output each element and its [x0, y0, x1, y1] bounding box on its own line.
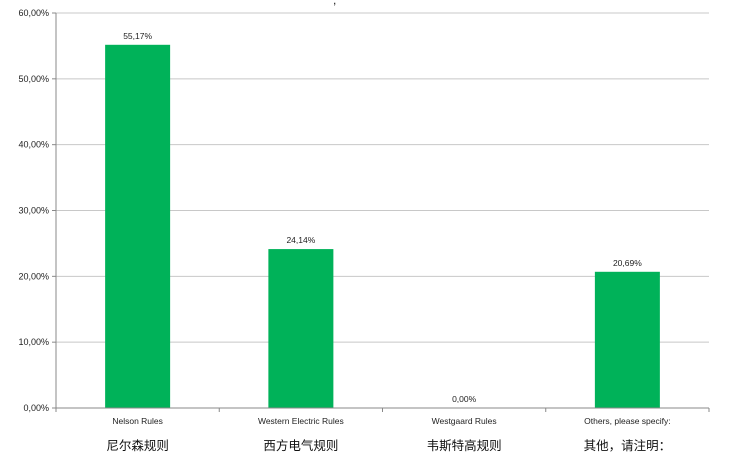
category-label-cn: 西方电气规则	[263, 438, 338, 453]
x-axis: Nelson Rules 尼尔森规则 Western Electric Rules 西…	[55, 407, 710, 453]
y-tick-label: 30,00%	[18, 206, 49, 216]
category-label-cn: 尼尔森规则	[106, 438, 169, 453]
y-tick-label: 50,00%	[18, 74, 49, 84]
category-label: Nelson Rules	[112, 416, 163, 426]
category-label: Others, please specify:	[584, 416, 670, 426]
bar	[268, 249, 334, 408]
data-label: 55,17%	[123, 31, 152, 41]
bars	[105, 44, 660, 409]
y-tick-label: 10,00%	[18, 337, 49, 347]
data-labels: 55,17% 24,14% 0,00% 20,69%	[123, 31, 642, 404]
data-label: 20,69%	[613, 258, 642, 268]
y-tick-label: 20,00%	[18, 271, 49, 281]
y-tick-label: 60,00%	[18, 8, 49, 18]
y-tick-label: 40,00%	[18, 140, 49, 150]
y-tick-label: 0,00%	[23, 403, 49, 413]
category-label: Westgaard Rules	[432, 416, 497, 426]
bar	[105, 44, 171, 409]
y-axis-ticks: 0,00% 10,00% 20,00% 30,00% 40,00% 50,00% 60,00…	[18, 8, 57, 413]
bar	[594, 271, 660, 408]
category-label: Western Electric Rules	[258, 416, 344, 426]
chart-title: ,	[333, 0, 336, 7]
data-label: 0,00%	[452, 394, 477, 404]
category-label-cn: 韦斯特高规则	[427, 438, 502, 453]
category-label-cn: 其他，请注明：	[584, 438, 672, 453]
data-label: 24,14%	[286, 235, 315, 245]
